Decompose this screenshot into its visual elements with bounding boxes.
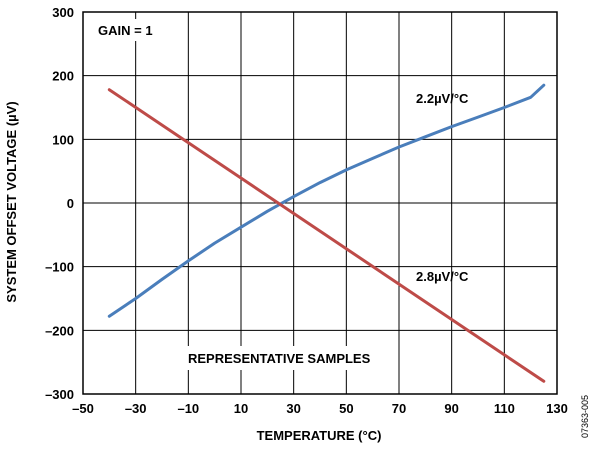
series-line-1 <box>107 88 546 383</box>
x-tick-label: –50 <box>72 401 94 416</box>
y-tick-label: –200 <box>45 323 74 338</box>
x-tick-label: 110 <box>494 401 515 416</box>
series-label-2-2: 2.2µV/°C <box>416 91 469 106</box>
y-tick-label: 100 <box>52 132 74 147</box>
y-tick-label: 200 <box>52 69 74 84</box>
series-label-2-8: 2.8µV/°C <box>416 269 469 284</box>
x-tick-label: –30 <box>125 401 147 416</box>
x-tick-label: –10 <box>177 401 199 416</box>
gain-label: GAIN = 1 <box>98 23 153 38</box>
plot-frame <box>82 11 558 395</box>
gain-label-bg <box>93 19 175 41</box>
samples-label: REPRESENTATIVE SAMPLES <box>188 351 371 366</box>
y-tick-labels: 300 200 100 0 –100 –200 –300 <box>45 5 74 402</box>
x-tick-labels: –50 –30 –10 10 30 50 70 90 110 130 <box>72 401 568 416</box>
x-axis-label: TEMPERATURE (°C) <box>257 428 382 443</box>
x-tick-label: 70 <box>392 401 406 416</box>
y-tick-label: 300 <box>52 5 74 20</box>
figure-id: 07363-005 <box>580 395 590 438</box>
x-tick-label: 130 <box>546 401 568 416</box>
y-tick-label: –300 <box>45 387 74 402</box>
x-tick-label: 30 <box>286 401 300 416</box>
x-tick-label: 50 <box>339 401 353 416</box>
x-tick-label: 90 <box>444 401 458 416</box>
y-tick-label: 0 <box>67 196 74 211</box>
x-tick-label: 10 <box>234 401 248 416</box>
y-tick-label: –100 <box>45 260 74 275</box>
series-layer <box>107 83 546 383</box>
grid <box>83 12 557 394</box>
y-axis-label: SYSTEM OFFSET VOLTAGE (µV) <box>4 101 19 302</box>
samples-label-bg <box>184 346 364 370</box>
series-line-0 <box>107 83 546 318</box>
